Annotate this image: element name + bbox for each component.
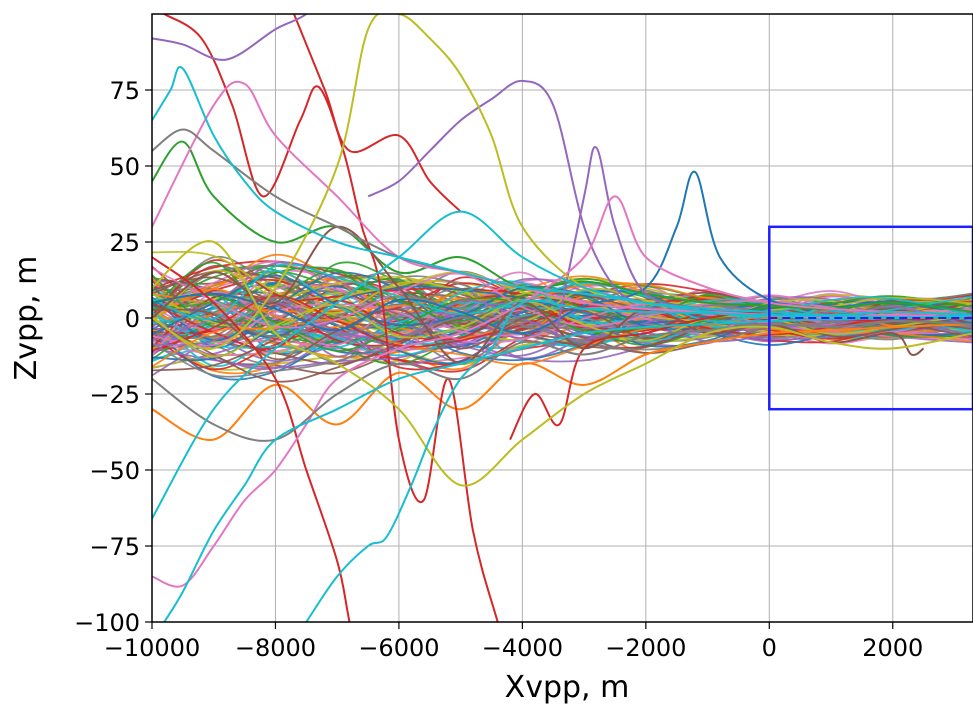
y-tick-label: −75 [89,533,140,561]
trajectory-band-line [152,299,973,358]
x-tick-label: −8000 [235,634,316,662]
y-axis-label: Zvpp, m [9,256,44,381]
trajectory-band-line [152,308,973,361]
y-tick-label: −25 [89,381,140,409]
ticks: −10000 −8000 −6000 −4000 −2000 0 2000 −100 −75 −5… [74,77,923,662]
trajectory-line [152,225,925,365]
y-tick-label: 50 [109,153,140,181]
y-tick-label: 25 [109,229,140,257]
trajectory-line [152,66,973,317]
trajectory-band-line [152,316,973,378]
y-tick-label: −100 [74,609,140,637]
trajectory-band-line [152,260,973,319]
trajectory-line [509,310,973,441]
trajectory-line [152,240,973,487]
series-layer [152,14,973,622]
trajectory-line [152,210,973,520]
trajectory-line [152,14,308,61]
x-tick-label: 2000 [862,634,923,662]
y-tick-label: 0 [125,305,140,333]
x-axis-label: Xvpp, m [505,670,630,704]
trajectory-line [152,256,351,622]
trajectory-band-line [152,297,973,342]
y-tick-label: 75 [109,77,140,105]
trajectory-line [152,323,973,441]
x-tick-label: −6000 [358,634,439,662]
trajectory-line [152,140,973,313]
x-tick-label: −2000 [605,634,686,662]
trajectory-line [293,14,462,213]
x-tick-label: −4000 [482,634,563,662]
y-tick-label: −50 [89,457,140,485]
trajectory-line [152,195,973,588]
x-tick-label: −10000 [104,634,200,662]
x-tick-label: 0 [762,634,777,662]
trajectory-band-line [152,267,973,329]
